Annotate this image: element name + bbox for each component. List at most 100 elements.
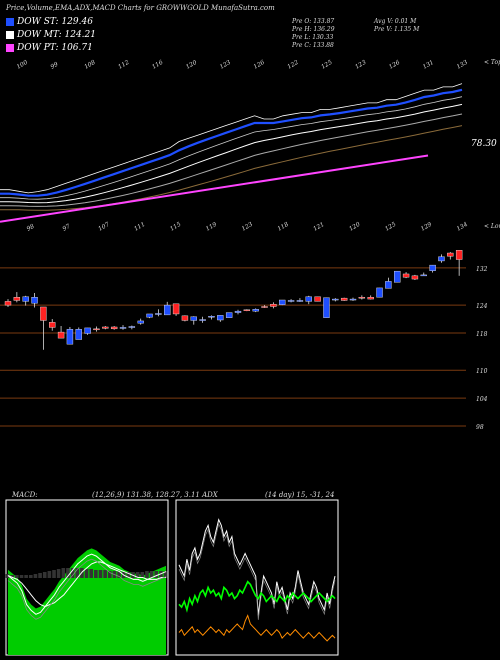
legend-label-mt: DOW MT: 124.21 [17, 30, 96, 40]
legend-label-pt: DOW PT: 106.71 [17, 43, 93, 53]
macd-hist-bar-14 [70, 568, 75, 578]
candle-body-50 [447, 252, 454, 257]
price-top-label-8: 121 [312, 221, 325, 233]
macd-hist-bar-18 [89, 569, 94, 578]
price-top-label-11: 129 [420, 221, 434, 233]
ema-top-label-5: 120 [185, 59, 199, 71]
ema-line-4 [0, 113, 463, 207]
candle-body-43 [385, 281, 392, 289]
price-tick-4: 104 [476, 396, 488, 403]
candle-body-7 [66, 329, 74, 345]
ema-line-2 [0, 96, 463, 200]
ema-price-line [0, 83, 463, 194]
candle-body-19 [172, 303, 180, 315]
stat-prev-volume: Pre V: 1.135 M [374, 26, 420, 33]
adx-di-minus-line [178, 614, 336, 642]
macd-area [8, 548, 166, 655]
macd-hist-bar-20 [98, 570, 103, 578]
adx-di-plus-line [178, 580, 336, 613]
macd-line [7, 553, 167, 615]
price-top-label-5: 119 [205, 221, 219, 233]
macd-hist-bar-32 [154, 571, 159, 578]
macd-hist-bar-8 [42, 572, 47, 578]
candle-body-21 [190, 316, 197, 321]
stat-avg-volume: Avg V: 0.01 M [374, 18, 417, 25]
candle-body-36 [323, 297, 330, 318]
candle-body-28 [252, 309, 259, 312]
candle-body-31 [279, 299, 286, 305]
candle-body-40 [358, 297, 366, 299]
candle-body-2 [22, 296, 29, 302]
candle-body-22 [199, 319, 206, 321]
candle-body-39 [349, 298, 357, 301]
legend-swatch-st [6, 18, 14, 26]
candle-body-48 [429, 264, 436, 271]
candle-body-24 [217, 315, 224, 321]
ema-top-label-9: 125 [320, 59, 334, 71]
stat-open: Pre O: 133.87 [292, 18, 335, 25]
candle-body-46 [411, 275, 419, 280]
candle-body-26 [234, 310, 242, 313]
candle-body-14 [128, 326, 136, 328]
macd-line-shadow [7, 558, 167, 620]
ema-top-label-4: 116 [151, 59, 165, 71]
legend-label-st: DOW ST: 129.46 [17, 17, 93, 27]
macd-hist-bar-17 [84, 569, 89, 578]
macd-hist-bar-21 [103, 570, 107, 578]
price-top-label-9: 120 [348, 221, 362, 233]
candle-body-34 [305, 296, 312, 302]
candle-body-17 [155, 313, 162, 315]
candle-body-9 [84, 327, 91, 334]
legend-dow-mt: DOW MT: 124.21 [6, 30, 96, 40]
macd-hist-bar-26 [126, 572, 131, 578]
price-tick-5: 98 [476, 424, 484, 431]
ema-line-5 [0, 125, 463, 211]
ema-line-3 [0, 103, 463, 204]
price-top-label-12: 134 [456, 221, 470, 233]
macd-hist-bar-4 [24, 575, 28, 578]
macd-hist-bar-30 [145, 571, 149, 578]
ema-top-label-12: 131 [422, 59, 435, 71]
candle-body-5 [49, 322, 56, 328]
price-top-label-0: 98 [26, 223, 36, 233]
candle-body-10 [93, 328, 100, 331]
price-tick-3: 110 [476, 368, 488, 375]
price-top-label-4: 115 [169, 221, 183, 233]
price-tick-0: 132 [476, 266, 488, 273]
candle-body-13 [119, 327, 127, 329]
price-corner-label: < Lowo [484, 223, 500, 230]
candle-body-11 [102, 326, 109, 329]
macd-hist-bar-3 [19, 575, 24, 578]
price-top-label-2: 107 [97, 221, 111, 233]
candle-body-12 [110, 326, 118, 330]
macd-signal-line [7, 561, 166, 608]
candle-body-29 [261, 306, 268, 308]
ema-panel: 100 99 108 112 116 120 123 126 122 125 123 126 131 13… [0, 59, 500, 223]
price-tick-2: 118 [476, 331, 488, 338]
macd-hist-bar-1 [10, 575, 15, 578]
macd-hist-bar-5 [28, 575, 33, 578]
macd-hist-bar-33 [159, 571, 163, 578]
candle-body-35 [314, 296, 321, 302]
candle-body-27 [243, 309, 251, 311]
stat-low: Pre L: 130.33 [292, 34, 334, 41]
macd-hist-bar-10 [52, 570, 56, 578]
macd-hist-bar-13 [66, 568, 70, 578]
price-tick-1: 124 [476, 303, 488, 310]
candle-body-41 [367, 297, 374, 300]
ema-top-label-13: 133 [456, 59, 470, 71]
ema-line-long [0, 154, 429, 223]
ema-top-label-11: 126 [388, 59, 402, 71]
candle-body-32 [287, 300, 295, 302]
macd-hist-bar-12 [61, 568, 66, 578]
candle-body-23 [208, 316, 215, 318]
macd-hist-bar-6 [33, 574, 38, 578]
macd-hist-bar-31 [149, 571, 154, 578]
ema-top-label-0: 100 [16, 59, 30, 71]
candle-body-42 [376, 287, 383, 298]
legend-dow-st: DOW ST: 129.46 [6, 17, 93, 27]
candle-body-38 [340, 297, 348, 301]
macd-hist-bar-29 [140, 572, 145, 578]
candle-body-49 [438, 256, 445, 262]
